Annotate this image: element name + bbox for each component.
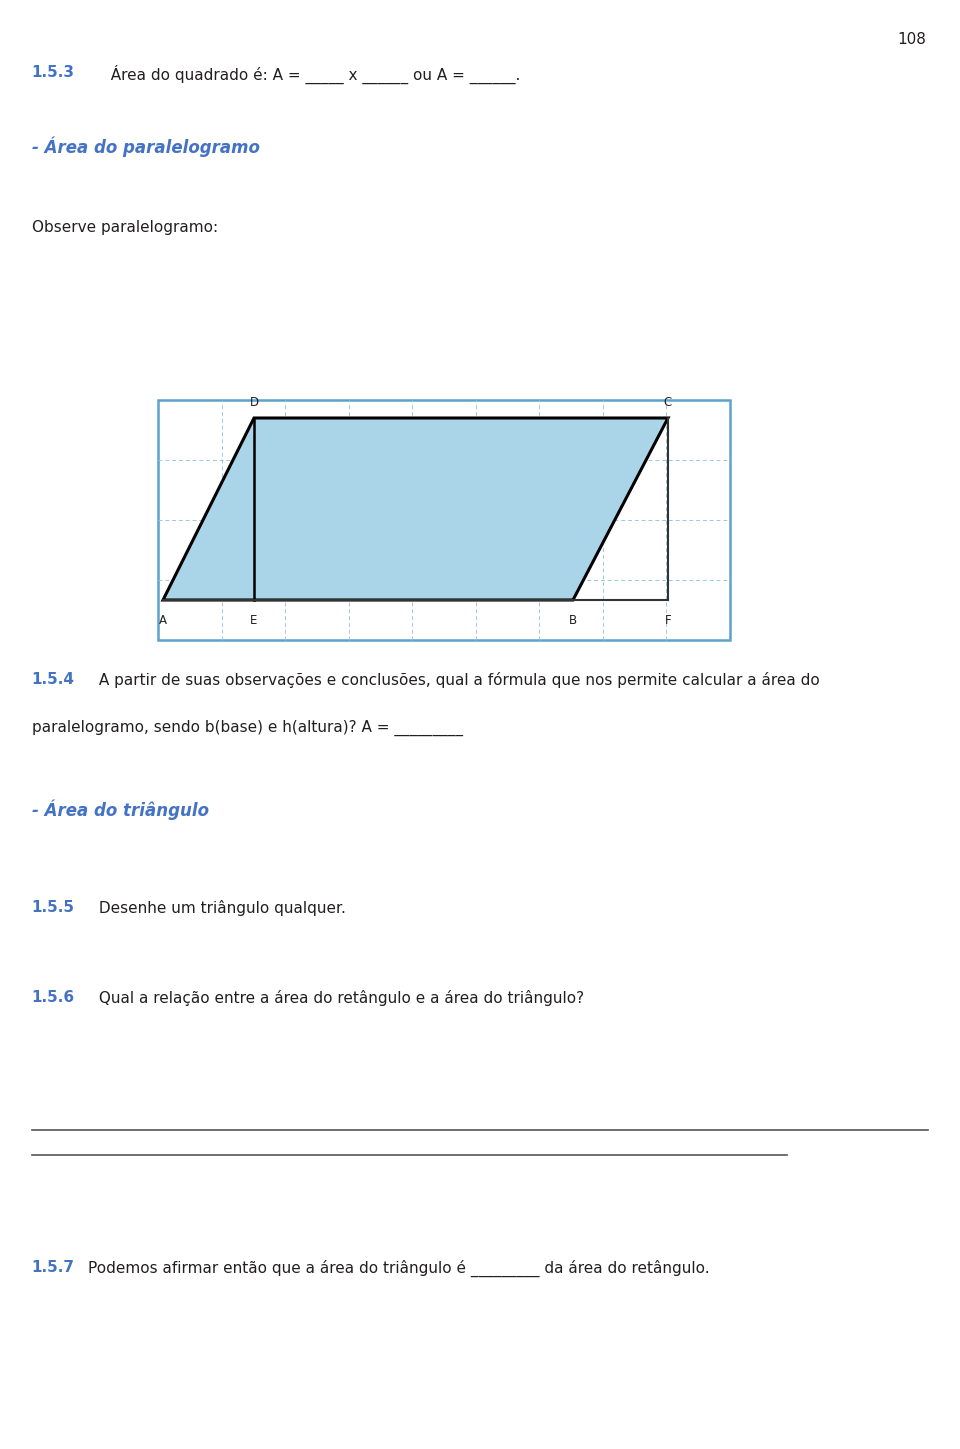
Text: C: C xyxy=(664,397,672,409)
Text: Qual a relação entre a área do retângulo e a área do triângulo?: Qual a relação entre a área do retângulo… xyxy=(94,990,585,1006)
Text: Área do quadrado é: A = _____ x ______ ou A = ______.: Área do quadrado é: A = _____ x ______ o… xyxy=(101,65,520,84)
Text: 1.5.5: 1.5.5 xyxy=(32,900,75,914)
Text: Desenhe um triângulo qualquer.: Desenhe um triângulo qualquer. xyxy=(94,900,346,916)
Text: A partir de suas observações e conclusões, qual a fórmula que nos permite calcul: A partir de suas observações e conclusõe… xyxy=(94,672,820,688)
Bar xyxy=(158,400,730,640)
Text: 1.5.4: 1.5.4 xyxy=(32,672,75,687)
Text: Podemos afirmar então que a área do triângulo é _________ da área do retângulo.: Podemos afirmar então que a área do triâ… xyxy=(88,1261,710,1277)
Text: A: A xyxy=(159,614,167,627)
Text: - Área do triângulo: - Área do triângulo xyxy=(32,800,208,820)
Text: 1.5.3: 1.5.3 xyxy=(32,65,75,80)
Text: 1.5.6: 1.5.6 xyxy=(32,990,75,1006)
Text: F: F xyxy=(664,614,671,627)
Text: 108: 108 xyxy=(898,32,926,46)
Text: - Área do paralelogramo: - Área do paralelogramo xyxy=(32,136,259,156)
Text: Observe paralelogramo:: Observe paralelogramo: xyxy=(32,220,218,235)
Text: B: B xyxy=(569,614,577,627)
Polygon shape xyxy=(163,417,668,600)
Text: D: D xyxy=(250,397,258,409)
Text: paralelogramo, sendo b(base) e h(altura)? A = _________: paralelogramo, sendo b(base) e h(altura)… xyxy=(32,720,463,736)
Text: 1.5.7: 1.5.7 xyxy=(32,1261,75,1275)
Text: E: E xyxy=(251,614,257,627)
